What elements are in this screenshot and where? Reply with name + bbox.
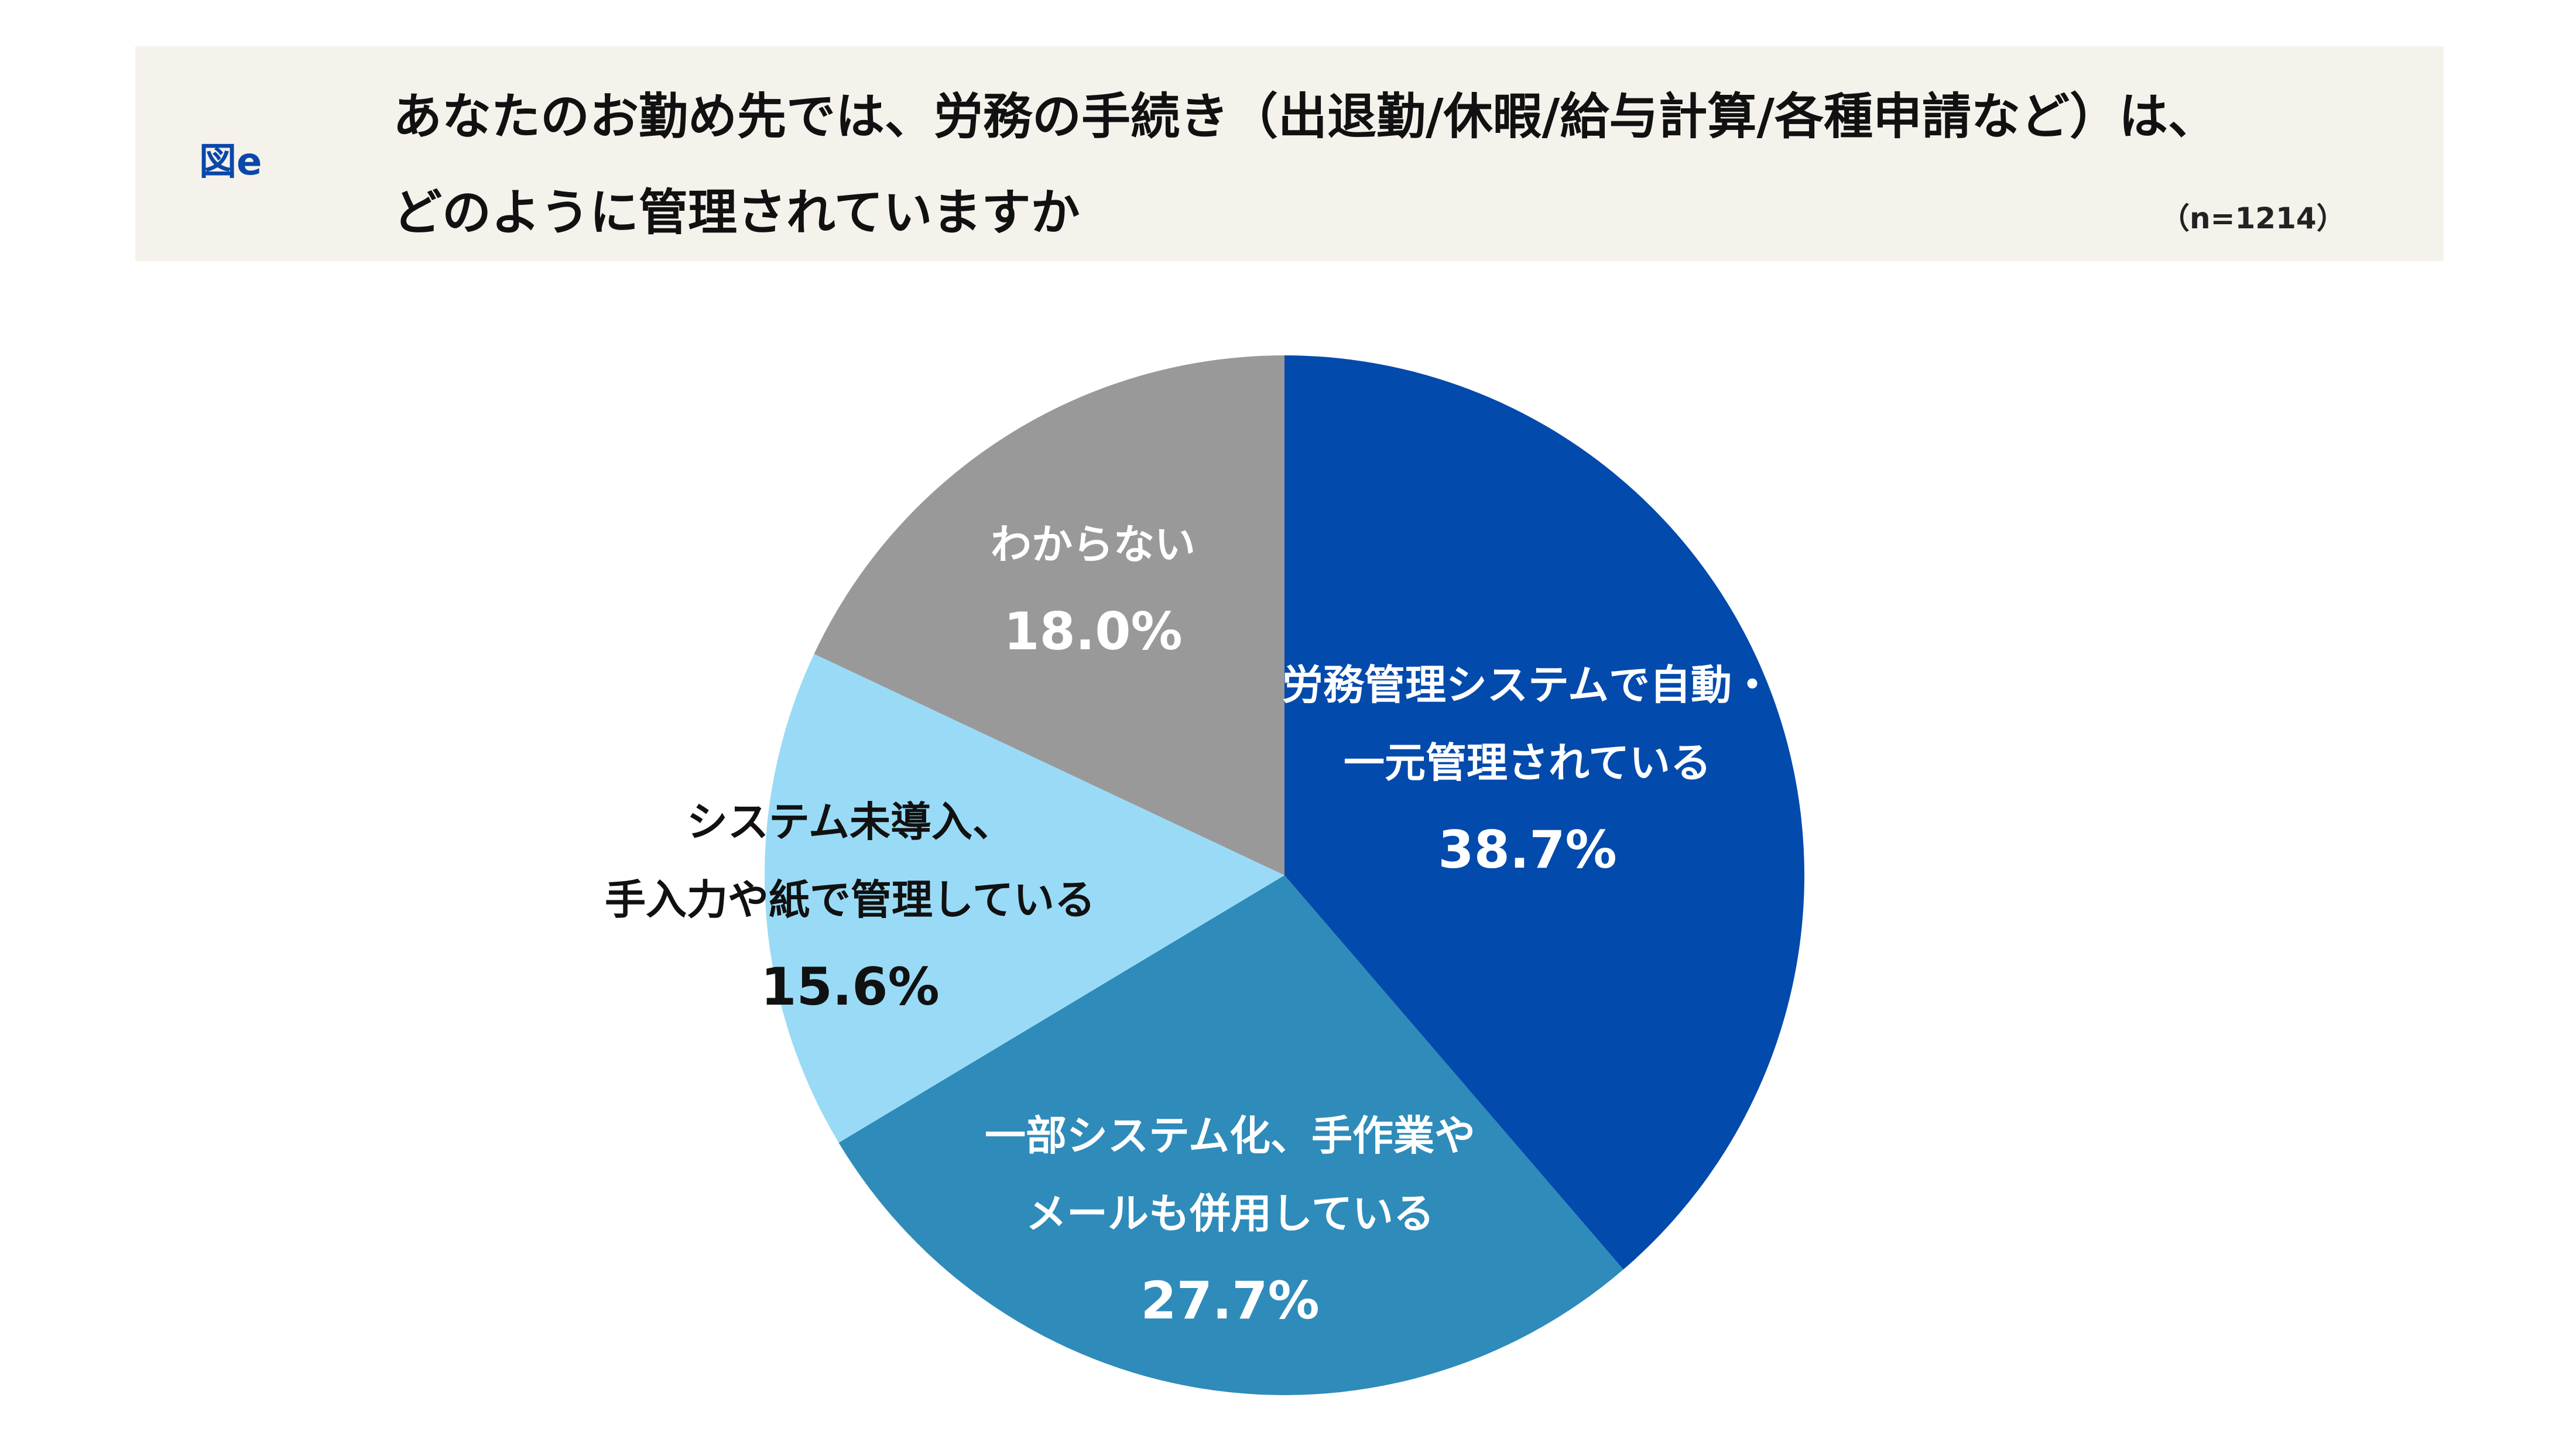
pie-slice — [765, 653, 1284, 1143]
slice-label: 一元管理されている — [1344, 739, 1711, 787]
slice-value-label: 27.7% — [1140, 1270, 1319, 1331]
pie-labels: 労務管理システムで自動・一元管理されている 38.7% 一部システム化、手作業やメー… — [605, 520, 1773, 1331]
slice-label: 手入力や紙で管理している — [605, 876, 1095, 924]
slice-label: 一部システム化、手作業や — [985, 1112, 1475, 1160]
sample-size: （n=1214） — [2160, 201, 2346, 235]
slice-label: わからない — [991, 520, 1195, 568]
pie-chart — [765, 355, 1804, 1395]
chart-title-line-2: どのように管理されていますか — [393, 184, 1080, 241]
slice-label: システム未導入、 — [687, 798, 1013, 846]
header-band — [135, 46, 2444, 261]
slice-value-label: 18.0% — [1003, 601, 1182, 662]
slice-value-label: 15.6% — [761, 957, 939, 1017]
slice-label: メールも併用している — [1026, 1190, 1434, 1238]
pie-slice — [838, 875, 1623, 1395]
pie-slice — [1284, 355, 1804, 1270]
pie-slice — [814, 355, 1284, 875]
chart-title-line-1: あなたのお勤め先では、労務の手続き（出退勤/休暇/給与計算/各種申請など）は、 — [393, 88, 2217, 145]
figure-label: 図e — [199, 141, 262, 184]
slice-label: 労務管理システムで自動・ — [1282, 661, 1773, 709]
slice-value-label: 38.7% — [1438, 820, 1616, 880]
